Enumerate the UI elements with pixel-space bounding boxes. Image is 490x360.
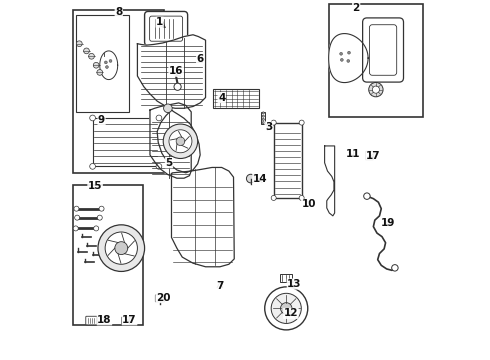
- Circle shape: [97, 69, 102, 75]
- Text: 11: 11: [345, 149, 360, 159]
- Text: 18: 18: [97, 315, 112, 325]
- Text: 12: 12: [284, 309, 298, 318]
- Bar: [280, 274, 292, 282]
- Circle shape: [262, 118, 265, 121]
- FancyBboxPatch shape: [149, 16, 183, 41]
- Circle shape: [76, 41, 82, 46]
- Circle shape: [89, 53, 95, 59]
- Text: 20: 20: [156, 293, 171, 303]
- Circle shape: [94, 226, 98, 231]
- Text: 4: 4: [218, 93, 225, 103]
- Circle shape: [109, 59, 112, 62]
- Circle shape: [347, 59, 350, 62]
- FancyBboxPatch shape: [145, 12, 188, 45]
- Circle shape: [271, 120, 276, 125]
- Circle shape: [90, 163, 96, 169]
- Circle shape: [340, 52, 343, 55]
- Circle shape: [164, 104, 172, 113]
- Text: 17: 17: [122, 315, 137, 325]
- Text: 8: 8: [115, 7, 122, 17]
- Circle shape: [265, 287, 308, 330]
- Polygon shape: [100, 51, 118, 80]
- Text: 1: 1: [156, 17, 163, 27]
- Circle shape: [392, 265, 398, 271]
- Polygon shape: [150, 103, 191, 178]
- Polygon shape: [157, 110, 200, 173]
- Text: 10: 10: [301, 199, 316, 210]
- Circle shape: [262, 122, 265, 124]
- Circle shape: [271, 195, 276, 201]
- Bar: [329, 4, 422, 117]
- Circle shape: [299, 195, 304, 201]
- Bar: [73, 10, 164, 173]
- Bar: [73, 185, 143, 325]
- FancyBboxPatch shape: [369, 25, 397, 75]
- Text: 15: 15: [88, 181, 102, 192]
- Circle shape: [347, 51, 350, 54]
- Circle shape: [341, 58, 343, 61]
- Polygon shape: [329, 33, 368, 82]
- Circle shape: [262, 112, 265, 114]
- Text: 19: 19: [381, 218, 395, 228]
- Circle shape: [280, 303, 292, 314]
- Text: 3: 3: [265, 122, 272, 132]
- Circle shape: [368, 82, 383, 97]
- Circle shape: [169, 130, 192, 153]
- Polygon shape: [137, 35, 205, 108]
- Circle shape: [299, 120, 304, 125]
- Circle shape: [372, 86, 379, 93]
- Text: 2: 2: [352, 3, 360, 13]
- Circle shape: [74, 206, 79, 211]
- Bar: [213, 89, 259, 108]
- Text: 7: 7: [216, 281, 223, 291]
- Circle shape: [104, 61, 107, 64]
- Circle shape: [105, 232, 137, 264]
- Text: 6: 6: [196, 54, 204, 64]
- Circle shape: [262, 115, 265, 117]
- Polygon shape: [324, 146, 335, 216]
- Circle shape: [115, 242, 128, 255]
- Circle shape: [156, 115, 162, 121]
- FancyBboxPatch shape: [122, 317, 129, 325]
- Circle shape: [84, 48, 89, 54]
- Circle shape: [93, 62, 99, 68]
- Bar: [274, 123, 302, 198]
- Circle shape: [271, 293, 301, 323]
- FancyBboxPatch shape: [86, 316, 97, 325]
- Circle shape: [99, 206, 104, 211]
- Text: 14: 14: [253, 174, 268, 184]
- Circle shape: [105, 66, 108, 68]
- Circle shape: [97, 215, 102, 220]
- Circle shape: [90, 115, 96, 121]
- Circle shape: [174, 83, 181, 90]
- Text: 9: 9: [98, 115, 105, 125]
- Circle shape: [246, 174, 255, 183]
- FancyBboxPatch shape: [155, 295, 165, 302]
- Circle shape: [74, 215, 80, 220]
- Circle shape: [156, 163, 162, 169]
- Text: 16: 16: [169, 66, 183, 76]
- Circle shape: [176, 137, 185, 145]
- Text: 5: 5: [165, 158, 172, 168]
- Bar: [93, 118, 159, 166]
- Circle shape: [163, 124, 197, 158]
- Circle shape: [98, 225, 145, 271]
- Bar: [261, 112, 266, 125]
- Bar: [76, 15, 129, 112]
- FancyBboxPatch shape: [363, 18, 403, 82]
- Circle shape: [73, 226, 78, 231]
- Polygon shape: [172, 167, 234, 267]
- FancyBboxPatch shape: [366, 151, 373, 160]
- Circle shape: [364, 193, 370, 199]
- Text: 17: 17: [366, 150, 380, 161]
- Text: 13: 13: [287, 279, 302, 289]
